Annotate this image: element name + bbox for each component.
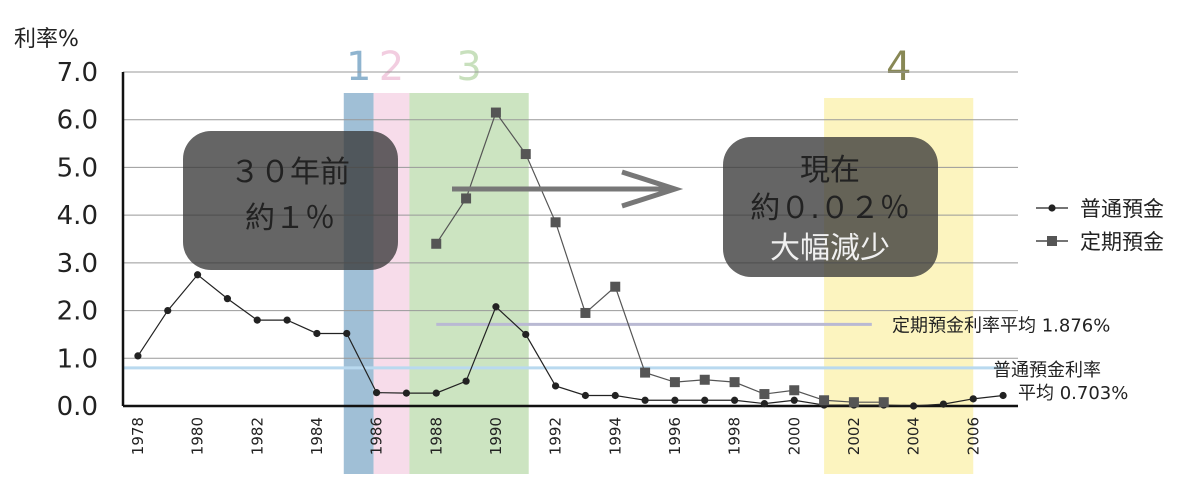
series-0-point-21 [760,400,769,408]
series-0-point-14 [551,382,560,390]
y-tick-label-1.0: 1.0 [57,344,98,374]
x-tick-label-1996: 1996 [666,417,684,455]
x-tick-label-1998: 1998 [726,417,744,455]
x-tick-label-2000: 2000 [785,417,803,455]
series-1-point-10 [729,377,740,388]
series-0-point-20 [730,396,739,404]
series-0-point-3 [223,295,232,303]
series [134,107,1007,410]
series-0-point-5 [283,316,291,324]
period-band-label-3: 3 [456,44,481,90]
series-0-point-0 [134,352,142,360]
series-1-point-1 [461,193,472,204]
y-tick-label-4.0: 4.0 [57,201,98,231]
series-1-point-14 [848,397,859,408]
series-1-point-0 [431,238,442,249]
x-tick-label-2004: 2004 [905,417,923,455]
legend-marker-1 [1047,236,1057,246]
series-0-point-16 [611,391,619,400]
series-0-point-1 [164,306,172,315]
period-band-label-1: 1 [346,44,371,90]
series-1-point-12 [789,385,800,396]
trend-arrow-head [621,169,684,209]
y-tick-label-7.0: 7.0 [57,58,98,88]
series-1-point-13 [819,395,830,406]
now-box [723,137,938,277]
series-0-point-11 [462,377,470,385]
series-1-point-5 [580,307,591,318]
series-0-point-8 [372,389,381,397]
now-box-line3: 大幅減少 [770,231,890,266]
series-0-point-26 [909,402,918,410]
series-0-point-29 [999,391,1007,400]
x-tick-label-1980: 1980 [189,417,207,455]
series-0-point-15 [581,391,590,400]
average-label-ordinary-deposit-line2: 平均 0.703% [1018,383,1128,404]
series-0-point-13 [522,330,530,339]
series-1-point-2 [490,107,501,118]
series-0-point-4 [253,316,261,324]
legend-label-0: 普通預金 [1080,197,1164,221]
y-tick-label-6.0: 6.0 [57,106,98,136]
series-0-point-17 [641,396,649,404]
x-tick-label-2006: 2006 [964,417,982,455]
x-tick-label-1984: 1984 [308,417,326,455]
period-band-label-2: 2 [379,44,404,90]
period-band-3 [409,93,529,474]
now-box-line1: 現在 [800,153,860,188]
average-label-time-deposit: 定期預金利率平均 1.876% [892,315,1110,336]
y-axis-label: 利率% [14,27,79,52]
axes: 0.0 1.0 2.0 3.0 4.0 5.0 6.0 7.0 利率% 1978 1980 1982 1… [14,27,1018,455]
average-label-ordinary-deposit-line1: 普通預金利率 [993,360,1101,381]
x-tick-label-1994: 1994 [606,417,624,455]
x-tick-label-1978: 1978 [129,417,147,455]
series-0-point-10 [432,389,440,397]
series-1-point-15 [878,397,889,408]
series-1-point-6 [610,281,621,292]
series-0-point-12 [492,303,500,311]
series-1-point-4 [550,217,561,228]
annotation-boxes: ３０年前 約１％ 現在 約０.０２％ 大幅減少 [183,131,938,277]
series-0-point-28 [969,395,977,403]
series-1-point-7 [640,367,651,378]
x-tick-label-1986: 1986 [368,417,386,455]
series-1-point-8 [669,377,680,388]
x-tick-label-1988: 1988 [427,417,445,455]
series-line-1 [435,111,884,403]
x-tick-label-1992: 1992 [547,417,565,455]
x-tick-label-1982: 1982 [248,417,266,455]
x-tick-label-2002: 2002 [845,417,863,455]
legend-label-1: 定期預金 [1080,230,1164,254]
series-1-point-11 [759,389,770,400]
y-tick-label-0.0: 0.0 [57,392,98,422]
now-box-line2: 約０.０２％ [750,191,910,226]
x-tick-label-1990: 1990 [487,417,505,455]
series-1-point-9 [699,374,710,385]
series-0-point-27 [939,400,948,408]
legend-marker-0 [1048,204,1056,212]
y-tick-label-3.0: 3.0 [57,249,98,279]
series-1-point-3 [520,149,531,160]
series-0-point-19 [701,396,709,404]
series-0-point-7 [343,329,351,338]
series-0-point-18 [671,396,679,404]
past-box-line2: 約１％ [245,201,335,236]
series-0-point-22 [790,396,798,404]
y-tick-label-2.0: 2.0 [57,297,98,327]
series-0-point-2 [193,271,202,279]
series-0-point-6 [313,329,321,338]
past-box-line1: ３０年前 [230,155,350,190]
period-band-label-4: 4 [886,44,911,90]
past-box [183,131,398,270]
y-tick-label-5.0: 5.0 [57,153,98,183]
series-0-point-9 [402,389,411,397]
